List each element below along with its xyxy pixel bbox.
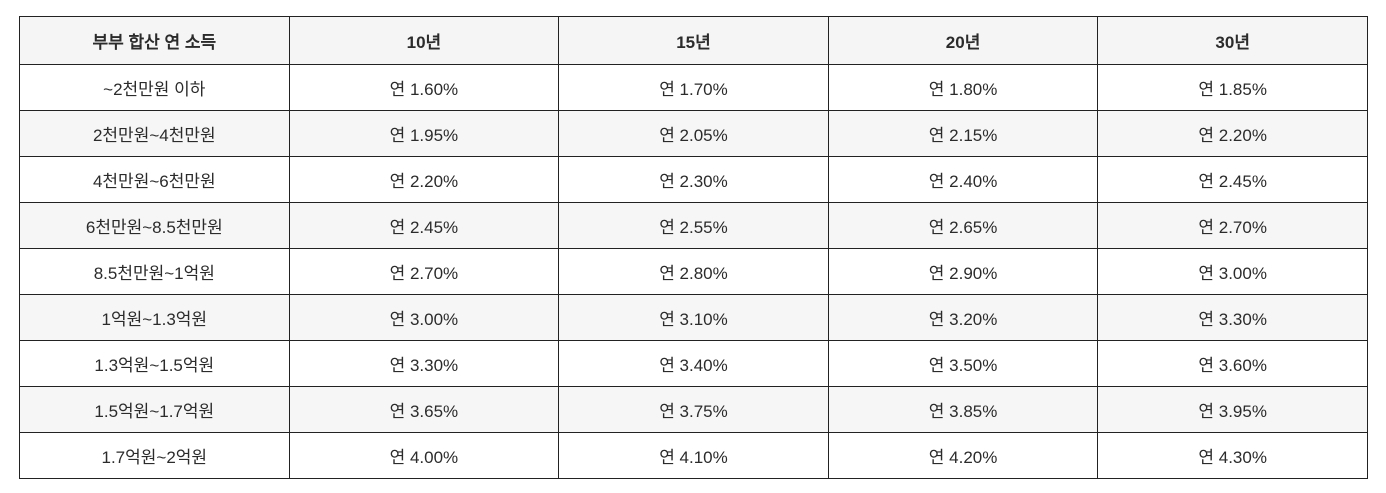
rate-cell: 연 3.95% bbox=[1097, 386, 1368, 433]
rate-cell: 연 3.65% bbox=[288, 386, 560, 433]
table-row: 2천만원~4천만원 연 1.95% 연 2.05% 연 2.15% 연 2.20% bbox=[19, 110, 1368, 157]
rate-cell: 연 3.40% bbox=[558, 340, 829, 387]
rate-cell: 연 3.00% bbox=[288, 294, 560, 341]
rate-cell: 연 1.80% bbox=[827, 64, 1099, 111]
column-header-10yr: 10년 bbox=[288, 16, 560, 65]
rate-cell: 연 3.20% bbox=[827, 294, 1099, 341]
table-body: ~2천만원 이하 연 1.60% 연 1.70% 연 1.80% 연 1.85% 2천만원… bbox=[19, 64, 1368, 479]
rate-cell: 연 2.80% bbox=[558, 248, 829, 295]
table-row: ~2천만원 이하 연 1.60% 연 1.70% 연 1.80% 연 1.85% bbox=[19, 64, 1368, 111]
income-bracket-cell: ~2천만원 이하 bbox=[19, 64, 290, 111]
rate-cell: 연 4.30% bbox=[1097, 432, 1368, 479]
rate-cell: 연 4.20% bbox=[827, 432, 1099, 479]
rate-cell: 연 1.95% bbox=[288, 110, 560, 157]
rate-cell: 연 3.30% bbox=[288, 340, 560, 387]
table-row: 1.7억원~2억원 연 4.00% 연 4.10% 연 4.20% 연 4.30% bbox=[19, 432, 1368, 479]
table-row: 1.5억원~1.7억원 연 3.65% 연 3.75% 연 3.85% 연 3.95% bbox=[19, 386, 1368, 433]
rate-cell: 연 2.20% bbox=[1097, 110, 1368, 157]
column-header-20yr: 20년 bbox=[827, 16, 1099, 65]
rate-cell: 연 2.70% bbox=[288, 248, 560, 295]
table-row: 1.3억원~1.5억원 연 3.30% 연 3.40% 연 3.50% 연 3.60% bbox=[19, 340, 1368, 387]
table-row: 8.5천만원~1억원 연 2.70% 연 2.80% 연 2.90% 연 3.00% bbox=[19, 248, 1368, 295]
rate-cell: 연 2.05% bbox=[558, 110, 829, 157]
rate-cell: 연 2.30% bbox=[558, 156, 829, 203]
column-header-30yr: 30년 bbox=[1097, 16, 1368, 65]
rate-cell: 연 3.60% bbox=[1097, 340, 1368, 387]
income-bracket-cell: 4천만원~6천만원 bbox=[19, 156, 290, 203]
rate-cell: 연 2.45% bbox=[1097, 156, 1368, 203]
rate-cell: 연 2.70% bbox=[1097, 202, 1368, 249]
income-bracket-cell: 1.7억원~2억원 bbox=[19, 432, 290, 479]
rate-cell: 연 2.55% bbox=[558, 202, 829, 249]
income-bracket-cell: 1억원~1.3억원 bbox=[19, 294, 290, 341]
income-rate-table: 부부 합산 연 소득 10년 15년 20년 30년 ~2천만원 이하 연 1.6… bbox=[19, 16, 1368, 479]
rate-cell: 연 2.20% bbox=[288, 156, 560, 203]
income-bracket-cell: 8.5천만원~1억원 bbox=[19, 248, 290, 295]
rate-cell: 연 1.70% bbox=[558, 64, 829, 111]
rate-cell: 연 3.85% bbox=[827, 386, 1099, 433]
table-header: 부부 합산 연 소득 10년 15년 20년 30년 bbox=[19, 16, 1368, 65]
rate-cell: 연 3.10% bbox=[558, 294, 829, 341]
income-bracket-cell: 6천만원~8.5천만원 bbox=[19, 202, 290, 249]
income-bracket-cell: 2천만원~4천만원 bbox=[19, 110, 290, 157]
rate-cell: 연 4.00% bbox=[288, 432, 560, 479]
rate-cell: 연 3.30% bbox=[1097, 294, 1368, 341]
rate-cell: 연 4.10% bbox=[558, 432, 829, 479]
table-header-row: 부부 합산 연 소득 10년 15년 20년 30년 bbox=[19, 16, 1368, 65]
rate-cell: 연 2.90% bbox=[827, 248, 1099, 295]
rate-cell: 연 2.45% bbox=[288, 202, 560, 249]
rate-cell: 연 2.65% bbox=[827, 202, 1099, 249]
rate-cell: 연 1.60% bbox=[288, 64, 560, 111]
column-header-15yr: 15년 bbox=[558, 16, 829, 65]
table-row: 6천만원~8.5천만원 연 2.45% 연 2.55% 연 2.65% 연 2.70% bbox=[19, 202, 1368, 249]
rate-cell: 연 2.15% bbox=[827, 110, 1099, 157]
income-bracket-cell: 1.5억원~1.7억원 bbox=[19, 386, 290, 433]
rate-cell: 연 3.50% bbox=[827, 340, 1099, 387]
income-bracket-cell: 1.3억원~1.5억원 bbox=[19, 340, 290, 387]
column-header-income: 부부 합산 연 소득 bbox=[19, 16, 290, 65]
rate-cell: 연 3.75% bbox=[558, 386, 829, 433]
rate-cell: 연 3.00% bbox=[1097, 248, 1368, 295]
rate-cell: 연 1.85% bbox=[1097, 64, 1368, 111]
table-row: 1억원~1.3억원 연 3.00% 연 3.10% 연 3.20% 연 3.30% bbox=[19, 294, 1368, 341]
table-row: 4천만원~6천만원 연 2.20% 연 2.30% 연 2.40% 연 2.45% bbox=[19, 156, 1368, 203]
rate-cell: 연 2.40% bbox=[827, 156, 1099, 203]
